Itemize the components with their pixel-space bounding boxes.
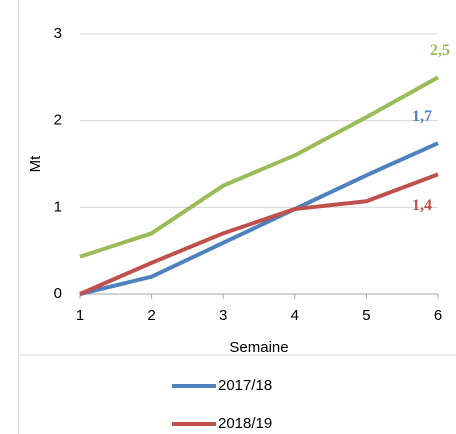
x-tick-label: 5	[362, 307, 370, 324]
data-label: 1,7	[412, 108, 432, 125]
y-tick-label: 3	[54, 25, 62, 42]
x-axis-label: Semaine	[229, 339, 288, 356]
x-tick-label: 4	[291, 307, 299, 324]
plot-frame	[18, 0, 456, 356]
legend-label: 2017/18	[218, 377, 272, 394]
series-line	[79, 75, 439, 259]
data-label: 2,5	[430, 42, 450, 59]
legend-label: 2018/19	[218, 415, 272, 432]
y-axis-label: Mt	[27, 155, 44, 172]
x-tick-label: 3	[219, 307, 227, 324]
y-tick-label: 2	[54, 112, 62, 129]
x-tick-label: 2	[147, 307, 155, 324]
series-line	[79, 172, 439, 296]
x-tick-label: 1	[76, 307, 84, 324]
series-line	[79, 141, 439, 296]
y-tick-label: 0	[54, 285, 62, 302]
data-label: 1,4	[412, 197, 432, 214]
x-tick-label: 6	[434, 307, 442, 324]
y-tick-label: 1	[54, 198, 62, 215]
